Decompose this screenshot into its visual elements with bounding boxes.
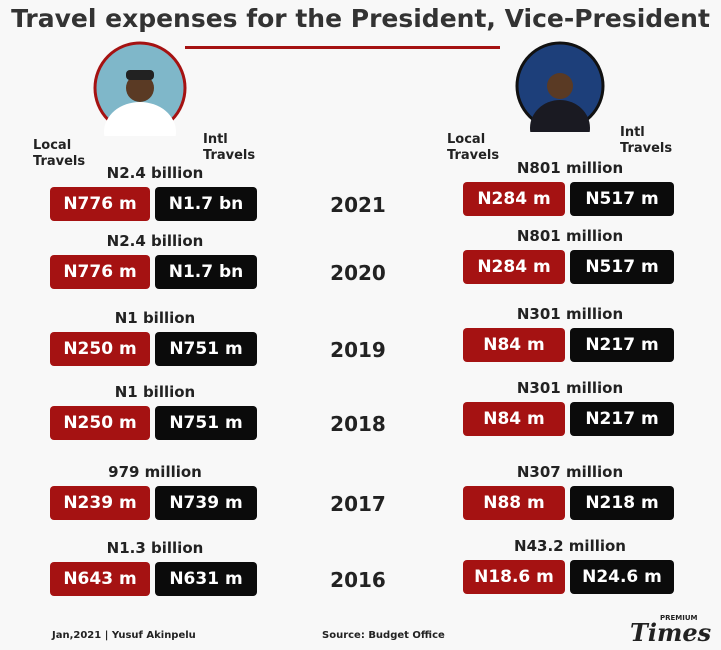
pres-local-label: Local Travels bbox=[33, 138, 86, 169]
vp-intl: N517 m bbox=[570, 182, 674, 216]
pres-local: N776 m bbox=[50, 255, 150, 289]
president-photo bbox=[93, 41, 187, 136]
pres-total: N1.3 billion bbox=[106, 539, 204, 557]
vp-intl-label: Intl Travels bbox=[620, 125, 673, 156]
pres-local: N239 m bbox=[50, 486, 150, 520]
year: 2019 bbox=[330, 338, 386, 362]
vp-intl: N217 m bbox=[570, 328, 674, 362]
logo-small: PREMIUM bbox=[660, 614, 698, 622]
pres-total: N2.4 billion bbox=[106, 232, 204, 250]
pres-intl: N1.7 bn bbox=[155, 187, 257, 221]
vp-intl: N24.6 m bbox=[570, 560, 674, 594]
vp-local: N84 m bbox=[463, 402, 565, 436]
pres-intl: N739 m bbox=[155, 486, 257, 520]
pres-total: N1 billion bbox=[114, 383, 196, 401]
pres-local: N776 m bbox=[50, 187, 150, 221]
year: 2017 bbox=[330, 492, 386, 516]
vp-total: N301 million bbox=[516, 305, 624, 323]
vp-local: N84 m bbox=[463, 328, 565, 362]
logo: Times bbox=[630, 618, 712, 647]
vp-local: N88 m bbox=[463, 486, 565, 520]
pres-local: N250 m bbox=[50, 406, 150, 440]
vp-total: N801 million bbox=[516, 227, 624, 245]
pres-total: N1 billion bbox=[114, 309, 196, 327]
title: Travel expenses for the President, Vice-… bbox=[11, 4, 710, 33]
pres-intl: N751 m bbox=[155, 332, 257, 366]
vp-local: N18.6 m bbox=[463, 560, 565, 594]
vp-local: N284 m bbox=[463, 182, 565, 216]
pres-local: N250 m bbox=[50, 332, 150, 366]
vp-total: N301 million bbox=[516, 379, 624, 397]
vp-intl: N218 m bbox=[570, 486, 674, 520]
pres-intl: N1.7 bn bbox=[155, 255, 257, 289]
vice-president-photo bbox=[515, 41, 605, 132]
vp-total: N43.2 million bbox=[514, 537, 626, 555]
vp-total: N801 million bbox=[516, 159, 624, 177]
pres-intl: N751 m bbox=[155, 406, 257, 440]
vp-local: N284 m bbox=[463, 250, 565, 284]
pres-intl-label: Intl Travels bbox=[203, 132, 256, 163]
pres-local: N643 m bbox=[50, 562, 150, 596]
year: 2021 bbox=[330, 193, 386, 217]
vp-intl: N517 m bbox=[570, 250, 674, 284]
pres-intl: N631 m bbox=[155, 562, 257, 596]
title-rule bbox=[185, 46, 500, 49]
vp-intl: N217 m bbox=[570, 402, 674, 436]
source: Source: Budget Office bbox=[322, 630, 445, 641]
pres-total: 979 million bbox=[108, 463, 202, 481]
pres-total: N2.4 billion bbox=[106, 164, 204, 182]
vp-local-label: Local Travels bbox=[447, 132, 500, 163]
vp-total: N307 million bbox=[516, 463, 624, 481]
year: 2016 bbox=[330, 568, 386, 592]
year: 2020 bbox=[330, 261, 386, 285]
year: 2018 bbox=[330, 412, 386, 436]
credit: Jan,2021 | Yusuf Akinpelu bbox=[52, 630, 196, 641]
